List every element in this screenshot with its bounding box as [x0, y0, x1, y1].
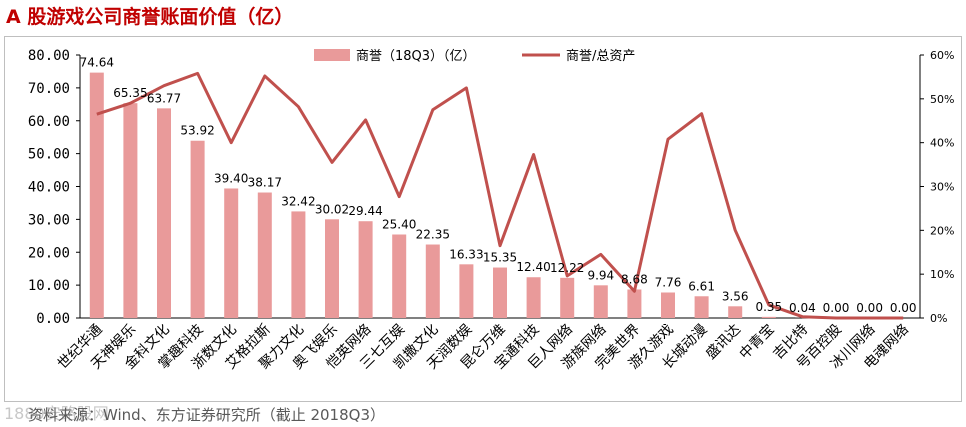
bar-8 — [325, 219, 339, 318]
bar-12 — [459, 264, 474, 318]
bar-3 — [157, 108, 171, 318]
left-tick-label: 70.00 — [28, 81, 70, 97]
bar-9 — [358, 221, 373, 318]
bar-19 — [694, 296, 709, 318]
data-label-11: 22.35 — [416, 228, 450, 242]
data-label-18: 7.76 — [655, 275, 682, 289]
bar-1 — [89, 72, 104, 318]
data-label-6: 38.17 — [248, 176, 282, 190]
category-label-20: 盛讯达 — [703, 322, 744, 363]
left-tick-label: 10.00 — [28, 278, 70, 294]
data-label-1: 74.64 — [80, 56, 114, 70]
data-label-24: 0.00 — [856, 301, 883, 315]
data-label-16: 9.94 — [587, 268, 614, 282]
bar-16 — [593, 285, 608, 318]
bar-20 — [728, 306, 743, 318]
data-label-9: 29.44 — [348, 204, 382, 218]
bar-7 — [291, 211, 306, 318]
right-tick-label: 40% — [930, 137, 954, 150]
data-label-4: 53.92 — [180, 124, 214, 138]
bar-13 — [493, 267, 507, 318]
bar-10 — [392, 234, 407, 318]
left-tick-label: 80.00 — [28, 48, 70, 64]
data-label-21: 0.35 — [755, 300, 782, 314]
data-label-12: 16.33 — [449, 247, 483, 261]
data-label-2: 65.35 — [113, 86, 147, 100]
bar-5 — [224, 188, 239, 318]
left-tick-label: 20.00 — [28, 245, 70, 261]
chart-panel — [4, 36, 962, 402]
data-label-7: 32.42 — [281, 194, 315, 208]
right-tick-label: 60% — [930, 49, 954, 62]
bar-17 — [627, 289, 642, 318]
category-label-21: 中青宝 — [737, 322, 778, 363]
legend: 商誉（18Q3）（亿） 商誉/总资产 — [314, 49, 635, 64]
data-label-17: 8.68 — [621, 272, 648, 286]
right-tick-label: 10% — [930, 268, 954, 281]
left-tick-label: 50.00 — [28, 147, 70, 163]
right-tick-label: 20% — [930, 224, 954, 237]
data-label-22: 0.04 — [789, 301, 816, 315]
data-label-10: 25.40 — [382, 217, 416, 231]
bar-21 — [761, 316, 776, 318]
source-note: 资料来源：Wind、东方证券研究所（截止 2018Q3） — [28, 406, 385, 424]
bar-6 — [257, 192, 272, 318]
left-tick-label: 30.00 — [28, 212, 70, 228]
data-label-19: 6.61 — [688, 279, 715, 293]
data-label-13: 15.35 — [483, 251, 517, 265]
ratio-line — [96, 71, 904, 320]
bar-2 — [123, 103, 138, 319]
bar-18 — [661, 292, 675, 318]
data-label-3: 63.77 — [147, 91, 181, 105]
bar-15 — [560, 277, 575, 318]
left-tick-label: 0.00 — [36, 311, 70, 327]
data-label-20: 3.56 — [722, 289, 749, 303]
bar-14 — [526, 277, 541, 318]
watermark: 1880安路股网 — [4, 404, 109, 423]
right-tick-label: 0% — [930, 312, 947, 325]
data-label-15: 12.22 — [550, 261, 584, 275]
right-tick-label: 50% — [930, 93, 954, 106]
left-tick-label: 40.00 — [28, 180, 70, 196]
left-tick-label: 60.00 — [28, 114, 70, 130]
data-label-8: 30.02 — [315, 202, 349, 216]
bar-11 — [425, 244, 440, 318]
right-tick-label: 30% — [930, 181, 954, 194]
legend-line-label: 商誉/总资产 — [566, 49, 635, 64]
data-label-25: 0.00 — [890, 301, 917, 315]
data-label-23: 0.00 — [823, 301, 850, 315]
legend-bar-label: 商誉（18Q3）（亿） — [356, 49, 476, 64]
data-label-5: 39.40 — [214, 171, 248, 185]
chart-title: A 股游戏公司商誉账面价值（亿） — [6, 6, 294, 28]
bar-4 — [190, 140, 205, 318]
data-label-14: 12.40 — [516, 260, 550, 274]
legend-bar-swatch — [314, 49, 350, 61]
